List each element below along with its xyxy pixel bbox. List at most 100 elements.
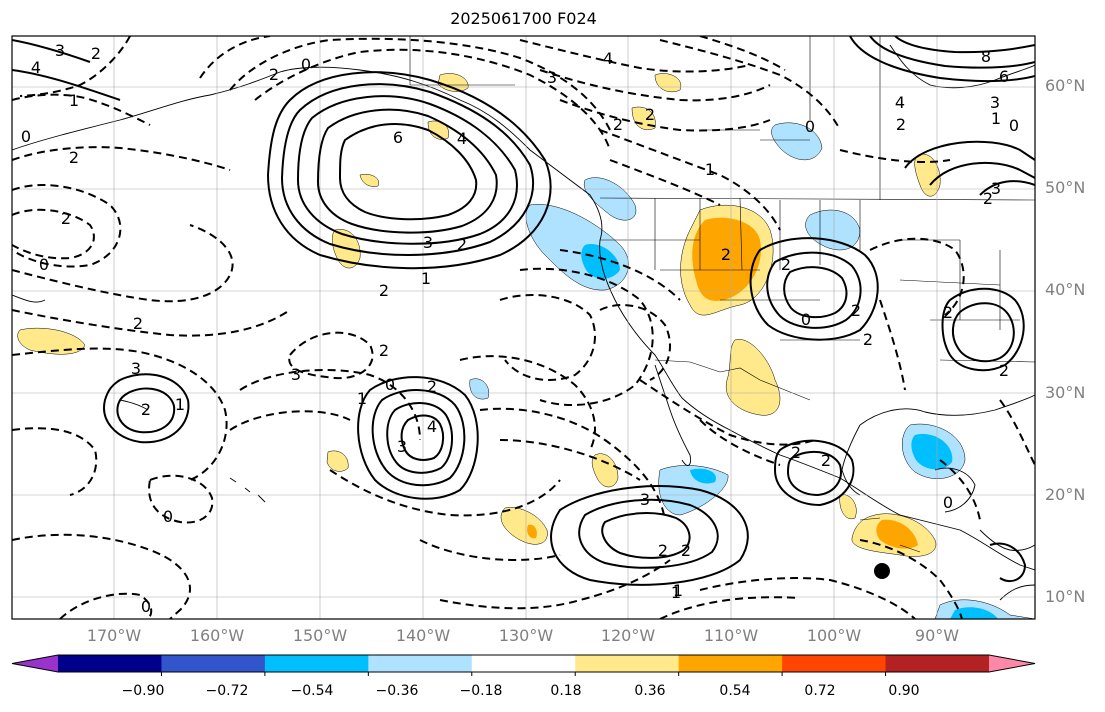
contour-label: 3 xyxy=(547,68,557,87)
contour-label: 3 xyxy=(397,437,407,456)
negative-anomaly-pacific-nw-core xyxy=(581,244,620,279)
contour-label: 2 xyxy=(983,189,993,208)
contour-label: 1 xyxy=(357,389,367,408)
colorbar xyxy=(11,654,1036,676)
contour-label: 6 xyxy=(393,128,403,147)
colorbar-segment xyxy=(885,655,990,672)
lat-label-50n: 50°N xyxy=(1045,178,1086,197)
contour-label: 0 xyxy=(805,117,815,136)
contour-label: 2 xyxy=(658,541,668,560)
contour-label: 1 xyxy=(991,109,1001,128)
contour-label: 2 xyxy=(721,245,731,264)
lat-label-10n: 10°N xyxy=(1045,587,1086,606)
lon-label-90w: 90°W xyxy=(914,626,960,645)
positive-anomaly-pacific-2 xyxy=(17,327,86,355)
contour-label: 6 xyxy=(999,67,1009,86)
colorbar-tick-label: 0.54 xyxy=(719,683,751,699)
contour-label: 0 xyxy=(301,55,311,74)
contour-label: 0 xyxy=(385,375,395,394)
coastlines xyxy=(12,44,1035,601)
colorbar-tick-label: −0.72 xyxy=(205,683,249,699)
negative-anomaly-bc xyxy=(583,177,637,221)
contour-label: 3 xyxy=(991,179,1001,198)
colorbar-segment xyxy=(782,655,887,672)
contour-label: 0 xyxy=(1009,116,1019,135)
colorbar-segment xyxy=(471,655,576,672)
colorbar-tick-label: −0.36 xyxy=(375,683,419,699)
contour-label: 1 xyxy=(673,581,683,600)
colorbar-tick-label: 0.18 xyxy=(550,683,582,699)
contour-label: 2 xyxy=(613,115,623,134)
lon-label-110w: 110°W xyxy=(703,626,759,645)
negative-anomaly-canada xyxy=(771,122,823,161)
negative-contours xyxy=(12,36,1035,619)
colorbar-tick-label: 0.36 xyxy=(634,683,666,699)
colorbar-tick-label: 0.72 xyxy=(804,683,836,699)
positive-anomaly-mexico xyxy=(725,339,781,416)
contour-label: 2 xyxy=(91,44,101,63)
contour-label: 3 xyxy=(55,41,65,60)
contour-label: 1 xyxy=(671,583,681,602)
map-title: 2025061700 F024 xyxy=(450,9,597,28)
contour-label: 3 xyxy=(423,233,433,252)
contour-label: 0 xyxy=(943,493,953,512)
contour-label: 1 xyxy=(175,395,185,414)
contour-label: 4 xyxy=(31,58,41,77)
contour-label: 4 xyxy=(895,93,905,112)
lon-label-130w: 130°W xyxy=(498,626,554,645)
political-borders xyxy=(409,36,1035,553)
colorbar-segment xyxy=(161,655,266,672)
contour-label: 3 xyxy=(640,490,650,509)
lat-label-20n: 20°N xyxy=(1045,485,1086,504)
contour-label: 2 xyxy=(999,361,1009,380)
contour-label: 3 xyxy=(131,359,141,378)
colorbar-extend-low xyxy=(12,655,58,672)
storm-center-marker xyxy=(874,563,890,579)
contour-label: 2 xyxy=(269,65,279,84)
contour-label: 2 xyxy=(851,301,861,320)
contour-label: 1 xyxy=(421,269,431,288)
positive-anomaly-central-am-core xyxy=(876,519,918,549)
contour-label: 2 xyxy=(791,443,801,462)
contour-label: 8 xyxy=(981,47,991,66)
negative-anomaly-midwest xyxy=(805,209,861,251)
lon-label-100w: 100°W xyxy=(806,626,862,645)
contour-label: 2 xyxy=(141,400,151,419)
colorbar-extend-high xyxy=(989,655,1035,672)
contour-label: 2 xyxy=(896,115,906,134)
lat-label-30n: 30°N xyxy=(1045,383,1086,402)
contour-label: 2 xyxy=(863,330,873,349)
contour-label: 2 xyxy=(781,255,791,274)
contour-label: 0 xyxy=(163,507,173,526)
contour-label: 1 xyxy=(705,160,715,179)
positive-anomaly-swus-core xyxy=(692,217,761,301)
contour-label: 4 xyxy=(427,417,437,436)
graticule xyxy=(12,36,1035,619)
positive-contours xyxy=(12,36,1035,586)
contour-labels: 4 3 2 0 2 1 2 0 6 4 3 2 1 2 2 3 4 2 1 2 … xyxy=(21,41,1019,616)
contour-label: 0 xyxy=(39,255,49,274)
contour-label: 2 xyxy=(943,303,953,322)
colorbar-segment xyxy=(58,655,162,672)
contour-label: 0 xyxy=(141,597,151,616)
contour-label: 2 xyxy=(645,105,655,124)
colorbar-tick-label: 0.90 xyxy=(888,683,920,699)
contour-label: 2 xyxy=(427,377,437,396)
lat-label-60n: 60°N xyxy=(1045,76,1086,95)
colorbar-segment xyxy=(368,655,473,672)
lon-label-140w: 140°W xyxy=(395,626,451,645)
contour-label: 0 xyxy=(21,127,31,146)
contour-label: 2 xyxy=(69,148,79,167)
colorbar-segment xyxy=(575,655,680,672)
contour-label: 3 xyxy=(291,365,301,384)
contour-label: 3 xyxy=(990,93,1000,112)
lon-label-160w: 160°W xyxy=(189,626,245,645)
lat-label-40n: 40°N xyxy=(1045,280,1086,299)
contour-label: 2 xyxy=(681,541,691,560)
lon-label-170w: 170°W xyxy=(86,626,142,645)
colorbar-tick-label: −0.90 xyxy=(121,683,165,699)
lon-label-120w: 120°W xyxy=(600,626,656,645)
lon-label-150w: 150°W xyxy=(292,626,348,645)
contour-label: 4 xyxy=(603,49,613,68)
